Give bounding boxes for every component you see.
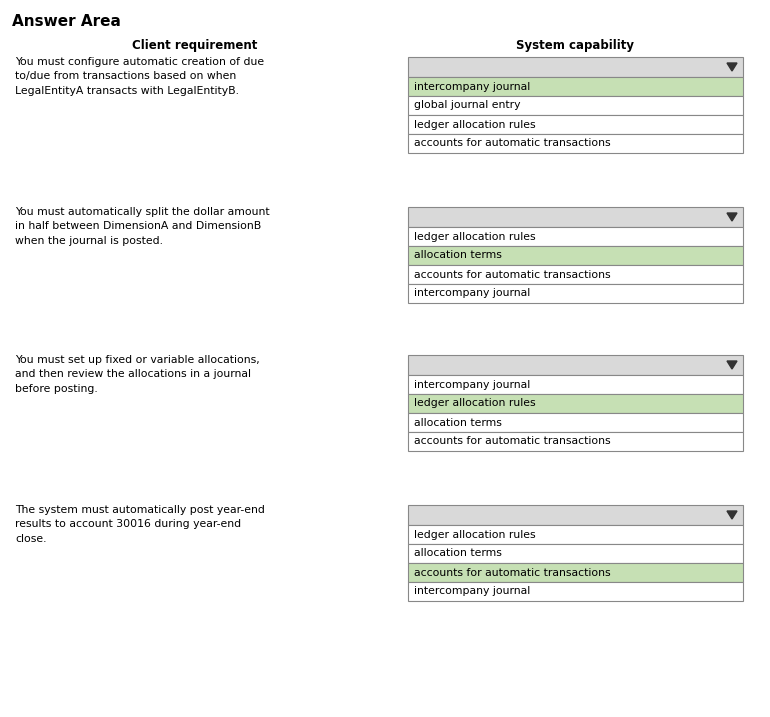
Polygon shape <box>727 213 737 221</box>
FancyBboxPatch shape <box>408 355 743 375</box>
FancyBboxPatch shape <box>408 77 743 96</box>
Text: System capability: System capability <box>516 39 634 52</box>
Text: ledger allocation rules: ledger allocation rules <box>414 529 536 539</box>
FancyBboxPatch shape <box>408 563 743 582</box>
Text: Answer Area: Answer Area <box>12 14 121 29</box>
Text: accounts for automatic transactions: accounts for automatic transactions <box>414 437 611 447</box>
Text: intercompany journal: intercompany journal <box>414 288 531 298</box>
FancyBboxPatch shape <box>408 394 743 413</box>
Text: accounts for automatic transactions: accounts for automatic transactions <box>414 567 611 577</box>
Polygon shape <box>727 511 737 519</box>
Text: allocation terms: allocation terms <box>414 417 502 427</box>
Text: intercompany journal: intercompany journal <box>414 587 531 597</box>
FancyBboxPatch shape <box>408 284 743 303</box>
FancyBboxPatch shape <box>408 505 743 525</box>
Text: The system must automatically post year-end
results to account 30016 during year: The system must automatically post year-… <box>15 505 265 543</box>
Text: You must automatically split the dollar amount
in half between DimensionA and Di: You must automatically split the dollar … <box>15 207 270 246</box>
FancyBboxPatch shape <box>408 413 743 432</box>
Text: ledger allocation rules: ledger allocation rules <box>414 399 536 409</box>
FancyBboxPatch shape <box>408 375 743 394</box>
Text: global journal entry: global journal entry <box>414 100 521 110</box>
FancyBboxPatch shape <box>408 96 743 115</box>
Text: accounts for automatic transactions: accounts for automatic transactions <box>414 270 611 280</box>
Polygon shape <box>727 63 737 71</box>
Text: allocation terms: allocation terms <box>414 549 502 559</box>
Text: allocation terms: allocation terms <box>414 250 502 260</box>
Text: ledger allocation rules: ledger allocation rules <box>414 232 536 242</box>
FancyBboxPatch shape <box>408 115 743 134</box>
Text: intercompany journal: intercompany journal <box>414 82 531 92</box>
FancyBboxPatch shape <box>408 582 743 601</box>
Polygon shape <box>727 361 737 369</box>
FancyBboxPatch shape <box>408 525 743 544</box>
FancyBboxPatch shape <box>408 544 743 563</box>
FancyBboxPatch shape <box>408 432 743 451</box>
Text: You must configure automatic creation of due
to/due from transactions based on w: You must configure automatic creation of… <box>15 57 264 96</box>
FancyBboxPatch shape <box>408 134 743 153</box>
Text: intercompany journal: intercompany journal <box>414 379 531 389</box>
Text: accounts for automatic transactions: accounts for automatic transactions <box>414 138 611 148</box>
FancyBboxPatch shape <box>408 227 743 246</box>
FancyBboxPatch shape <box>408 246 743 265</box>
FancyBboxPatch shape <box>408 207 743 227</box>
FancyBboxPatch shape <box>408 265 743 284</box>
FancyBboxPatch shape <box>408 57 743 77</box>
Text: You must set up fixed or variable allocations,
and then review the allocations i: You must set up fixed or variable alloca… <box>15 355 259 394</box>
Text: Client requirement: Client requirement <box>132 39 258 52</box>
Text: ledger allocation rules: ledger allocation rules <box>414 120 536 130</box>
